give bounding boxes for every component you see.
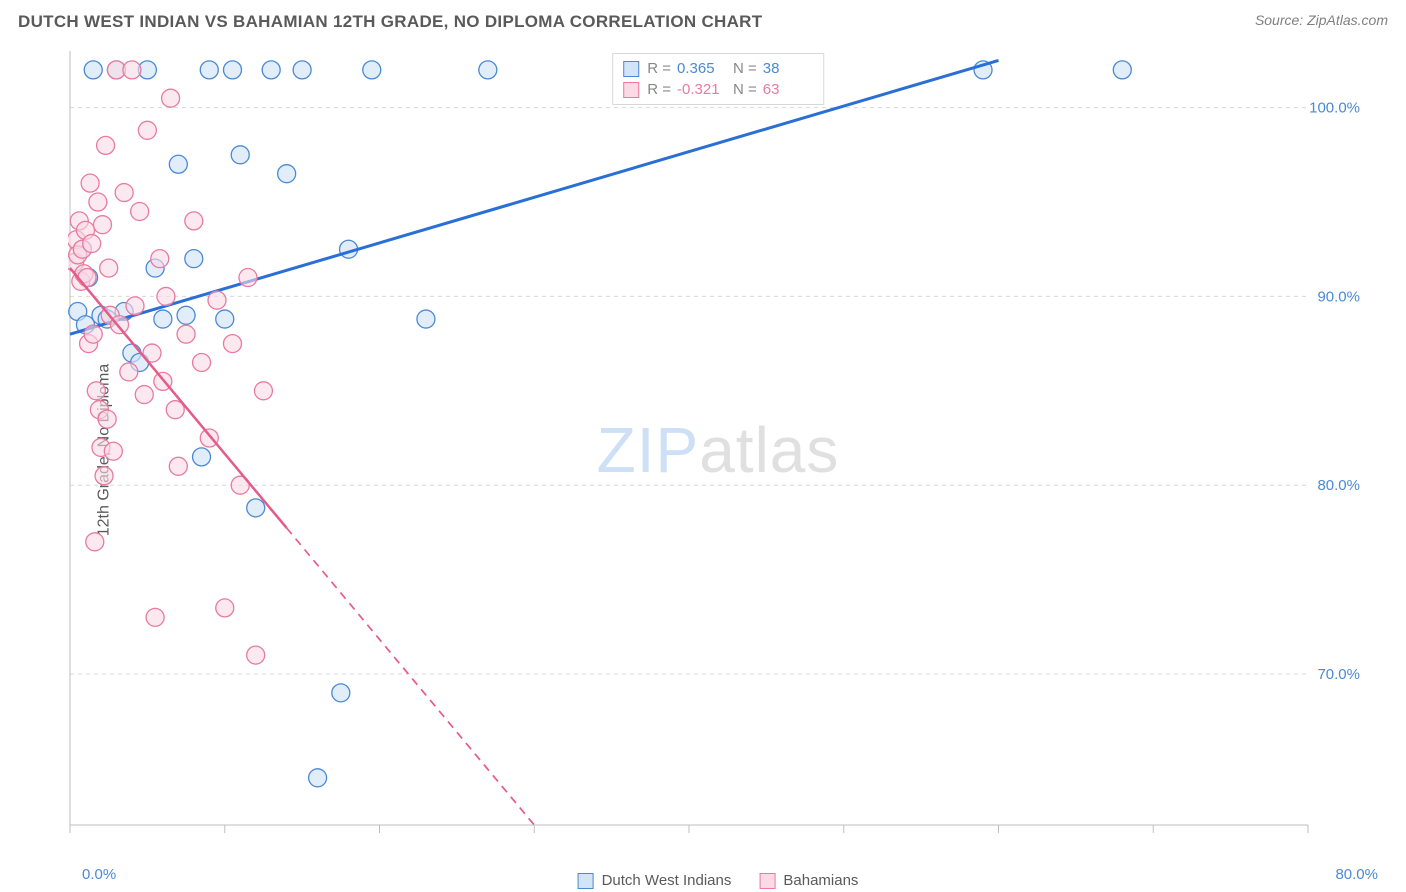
chart-container: 12th Grade, No Diploma 70.0%80.0%90.0%10… — [50, 45, 1390, 855]
scatter-svg: 70.0% 80.0% 90.0% 100.0% — [68, 45, 1368, 855]
correlation-legend: R =0.365N =38 R =-0.321N =63 — [612, 53, 824, 105]
source-attribution: Source: ZipAtlas.com — [1255, 12, 1388, 28]
legend-swatch-blue — [623, 61, 639, 77]
legend-item-dutch: Dutch West Indians — [578, 872, 732, 889]
svg-text:100.0%: 100.0% — [1309, 100, 1360, 117]
legend-row-pink: R =-0.321N =63 — [623, 79, 813, 100]
x-axis-label-min: 0.0% — [82, 866, 116, 883]
chart-title: DUTCH WEST INDIAN VS BAHAMIAN 12TH GRADE… — [18, 12, 762, 32]
series-legend: Dutch West Indians Bahamians — [578, 872, 859, 889]
legend-item-bahamian: Bahamians — [759, 872, 858, 889]
legend-swatch-pink — [623, 82, 639, 98]
legend-swatch-bahamian — [759, 873, 775, 889]
svg-text:90.0%: 90.0% — [1317, 288, 1360, 305]
plot-area: 70.0%80.0%90.0%100.0% ZIPatlas R =0.365N… — [68, 45, 1368, 855]
legend-row-blue: R =0.365N =38 — [623, 58, 813, 79]
x-axis-label-max: 80.0% — [1335, 866, 1378, 883]
svg-text:80.0%: 80.0% — [1317, 477, 1360, 494]
svg-text:70.0%: 70.0% — [1317, 666, 1360, 683]
legend-swatch-dutch — [578, 873, 594, 889]
